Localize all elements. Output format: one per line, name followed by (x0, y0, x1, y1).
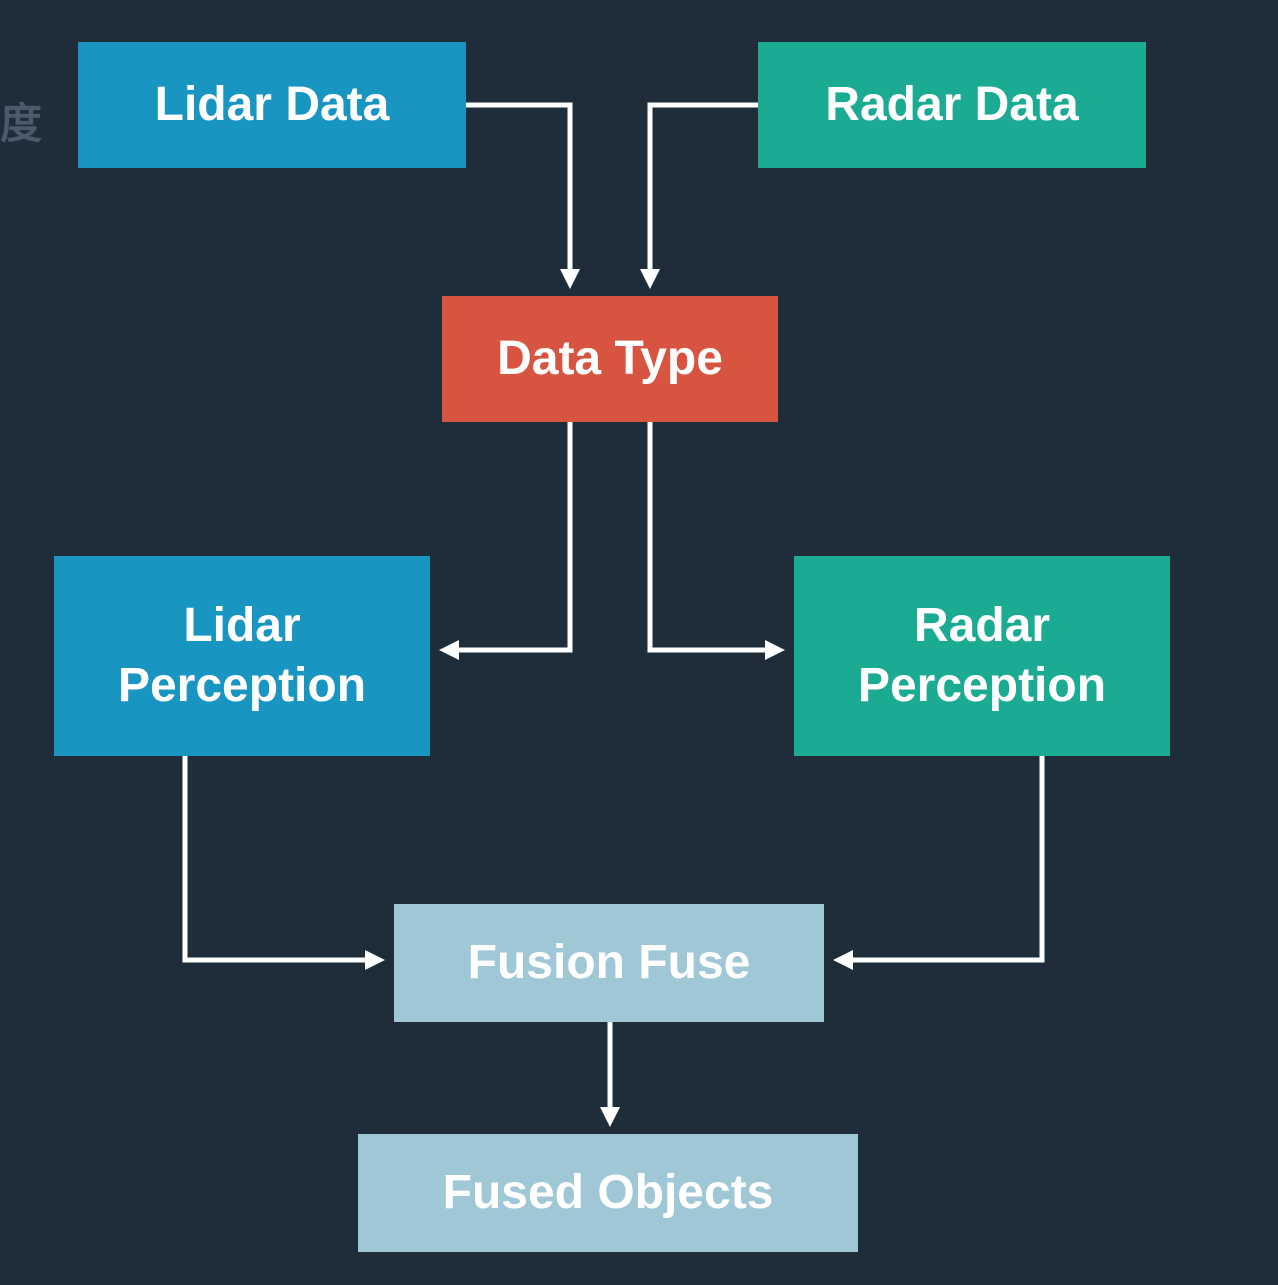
node-fused-objects: Fused Objects (358, 1134, 858, 1252)
edge-5 (842, 756, 1042, 960)
node-data-type: Data Type (442, 296, 778, 422)
node-fusion-fuse: Fusion Fuse (394, 904, 824, 1022)
node-lidar-perception: Lidar Perception (54, 556, 430, 756)
node-radar-data: Radar Data (758, 42, 1146, 168)
watermark-text: 度 (0, 90, 42, 151)
edge-2 (448, 422, 570, 650)
edge-4 (185, 756, 376, 960)
edge-1 (650, 105, 758, 280)
node-lidar-data: Lidar Data (78, 42, 466, 168)
edge-3 (650, 422, 776, 650)
edge-0 (466, 105, 570, 280)
node-radar-perception: Radar Perception (794, 556, 1170, 756)
